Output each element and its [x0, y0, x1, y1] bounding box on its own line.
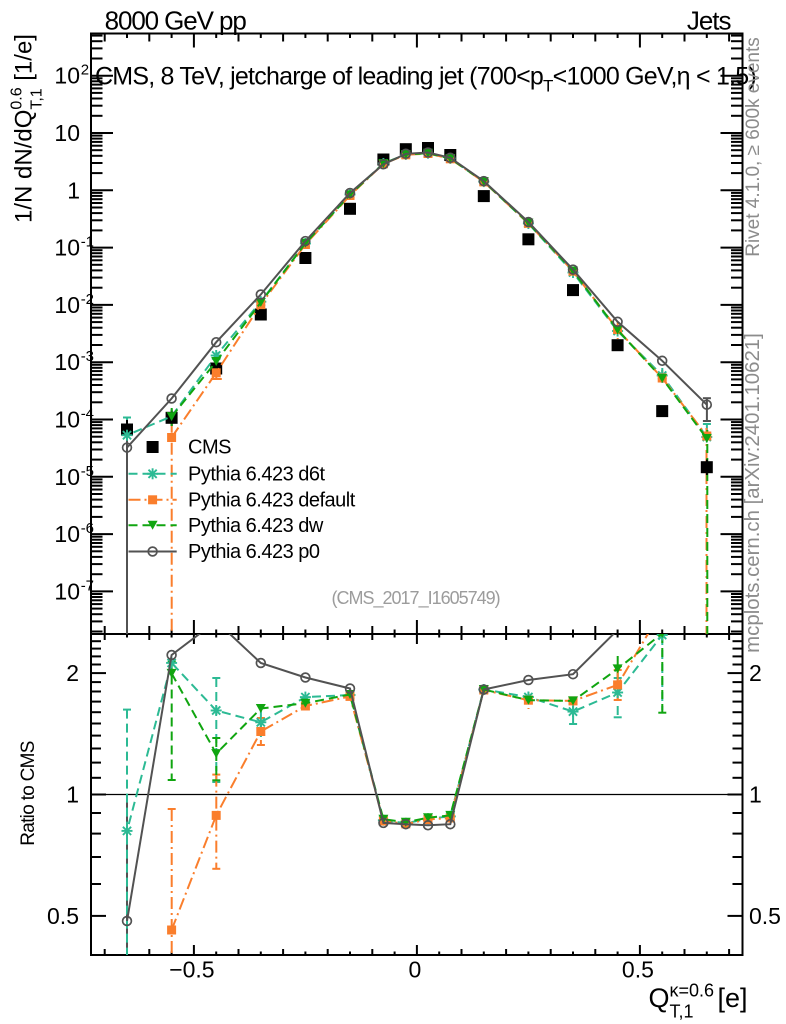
svg-text:10: 10	[54, 521, 80, 547]
svg-text:1: 1	[749, 782, 762, 808]
svg-text:CMS: CMS	[188, 437, 231, 459]
svg-text:mcplots.cern.ch [arXiv:2401.10: mcplots.cern.ch [arXiv:2401.10621]	[742, 333, 764, 653]
svg-text:Pythia 6.423 dw: Pythia 6.423 dw	[188, 515, 324, 537]
svg-text:2: 2	[81, 62, 89, 79]
svg-text:10: 10	[54, 407, 80, 433]
svg-text:Pythia 6.423 default: Pythia 6.423 default	[188, 489, 356, 511]
svg-text:[e]: [e]	[718, 983, 748, 1013]
svg-text:−0.5: −0.5	[169, 956, 214, 982]
svg-text:T,1: T,1	[670, 1002, 694, 1022]
svg-text:-2: -2	[81, 291, 94, 308]
svg-text:-3: -3	[81, 348, 94, 365]
svg-text:10: 10	[54, 120, 80, 146]
svg-text:1: 1	[67, 177, 80, 203]
svg-text:1: 1	[66, 782, 79, 808]
svg-text:10: 10	[54, 349, 80, 375]
svg-text:Ratio to CMS: Ratio to CMS	[18, 741, 39, 846]
svg-text:κ=0.6: κ=0.6	[670, 981, 715, 1001]
svg-text:0.5: 0.5	[749, 903, 781, 929]
svg-text:-5: -5	[81, 463, 94, 480]
svg-text:Q: Q	[649, 983, 670, 1013]
svg-text:CMS, 8 TeV, jetcharge of leadi: CMS, 8 TeV, jetcharge of leading jet (70…	[95, 63, 756, 96]
svg-text:-4: -4	[81, 406, 94, 423]
svg-text:0: 0	[409, 956, 422, 982]
svg-text:10: 10	[54, 292, 80, 318]
svg-text:10: 10	[54, 464, 80, 490]
svg-text:-1: -1	[81, 234, 94, 251]
svg-text:Pythia 6.423 p0: Pythia 6.423 p0	[188, 541, 320, 563]
svg-text:8000 GeV pp: 8000 GeV pp	[105, 6, 247, 36]
svg-text:2: 2	[66, 660, 79, 686]
svg-text:Rivet 4.1.0, ≥ 600k events: Rivet 4.1.0, ≥ 600k events	[743, 37, 764, 257]
svg-text:Pythia 6.423 d6t: Pythia 6.423 d6t	[188, 463, 325, 485]
svg-text:0.5: 0.5	[622, 956, 654, 982]
svg-text:-6: -6	[81, 520, 94, 537]
svg-text:Jets: Jets	[687, 6, 732, 36]
svg-text:10: 10	[54, 63, 80, 89]
svg-text:10: 10	[54, 235, 80, 261]
svg-text:2: 2	[749, 660, 762, 686]
svg-text:(CMS_2017_I1605749): (CMS_2017_I1605749)	[332, 588, 500, 609]
svg-text:10: 10	[54, 578, 80, 604]
svg-text:0.5: 0.5	[47, 903, 79, 929]
svg-text:-7: -7	[81, 577, 94, 594]
